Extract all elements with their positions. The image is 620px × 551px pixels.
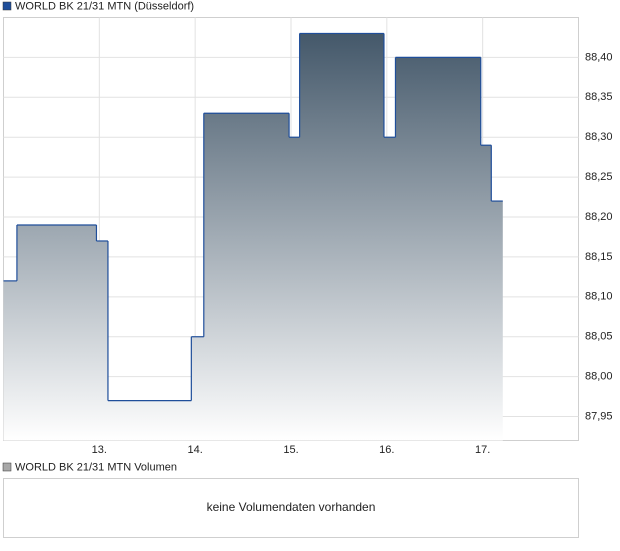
y-tick-label: 88,05 bbox=[585, 331, 613, 343]
y-tick-label: 88,30 bbox=[585, 131, 613, 143]
x-tick-label: 16. bbox=[379, 444, 394, 456]
y-tick-label: 88,40 bbox=[585, 51, 613, 63]
data bbox=[3, 32, 503, 441]
area-fill bbox=[3, 33, 503, 441]
legend-swatch bbox=[2, 462, 12, 472]
y-tick-label: 88,10 bbox=[585, 291, 613, 303]
legend-label: WORLD BK 21/31 MTN Volumen bbox=[15, 461, 177, 473]
x-tick-label: 13. bbox=[92, 444, 107, 456]
volume-frame bbox=[3, 478, 579, 538]
legend-label: WORLD BK 21/31 MTN (Düsseldorf) bbox=[15, 0, 194, 12]
y-tick-label: 88,15 bbox=[585, 251, 613, 263]
y-tick-label: 88,00 bbox=[585, 371, 613, 383]
y-tick-label: 88,20 bbox=[585, 211, 613, 223]
y-tick-label: 87,95 bbox=[585, 410, 613, 422]
y-tick-label: 88,25 bbox=[585, 171, 613, 183]
legend-swatch bbox=[2, 1, 12, 11]
x-tick-label: 17. bbox=[475, 444, 490, 456]
x-tick-label: 15. bbox=[283, 444, 298, 456]
volume-message: keine Volumendaten vorhanden bbox=[207, 500, 376, 514]
x-tick-label: 14. bbox=[188, 444, 203, 456]
y-tick-label: 88,35 bbox=[585, 91, 613, 103]
